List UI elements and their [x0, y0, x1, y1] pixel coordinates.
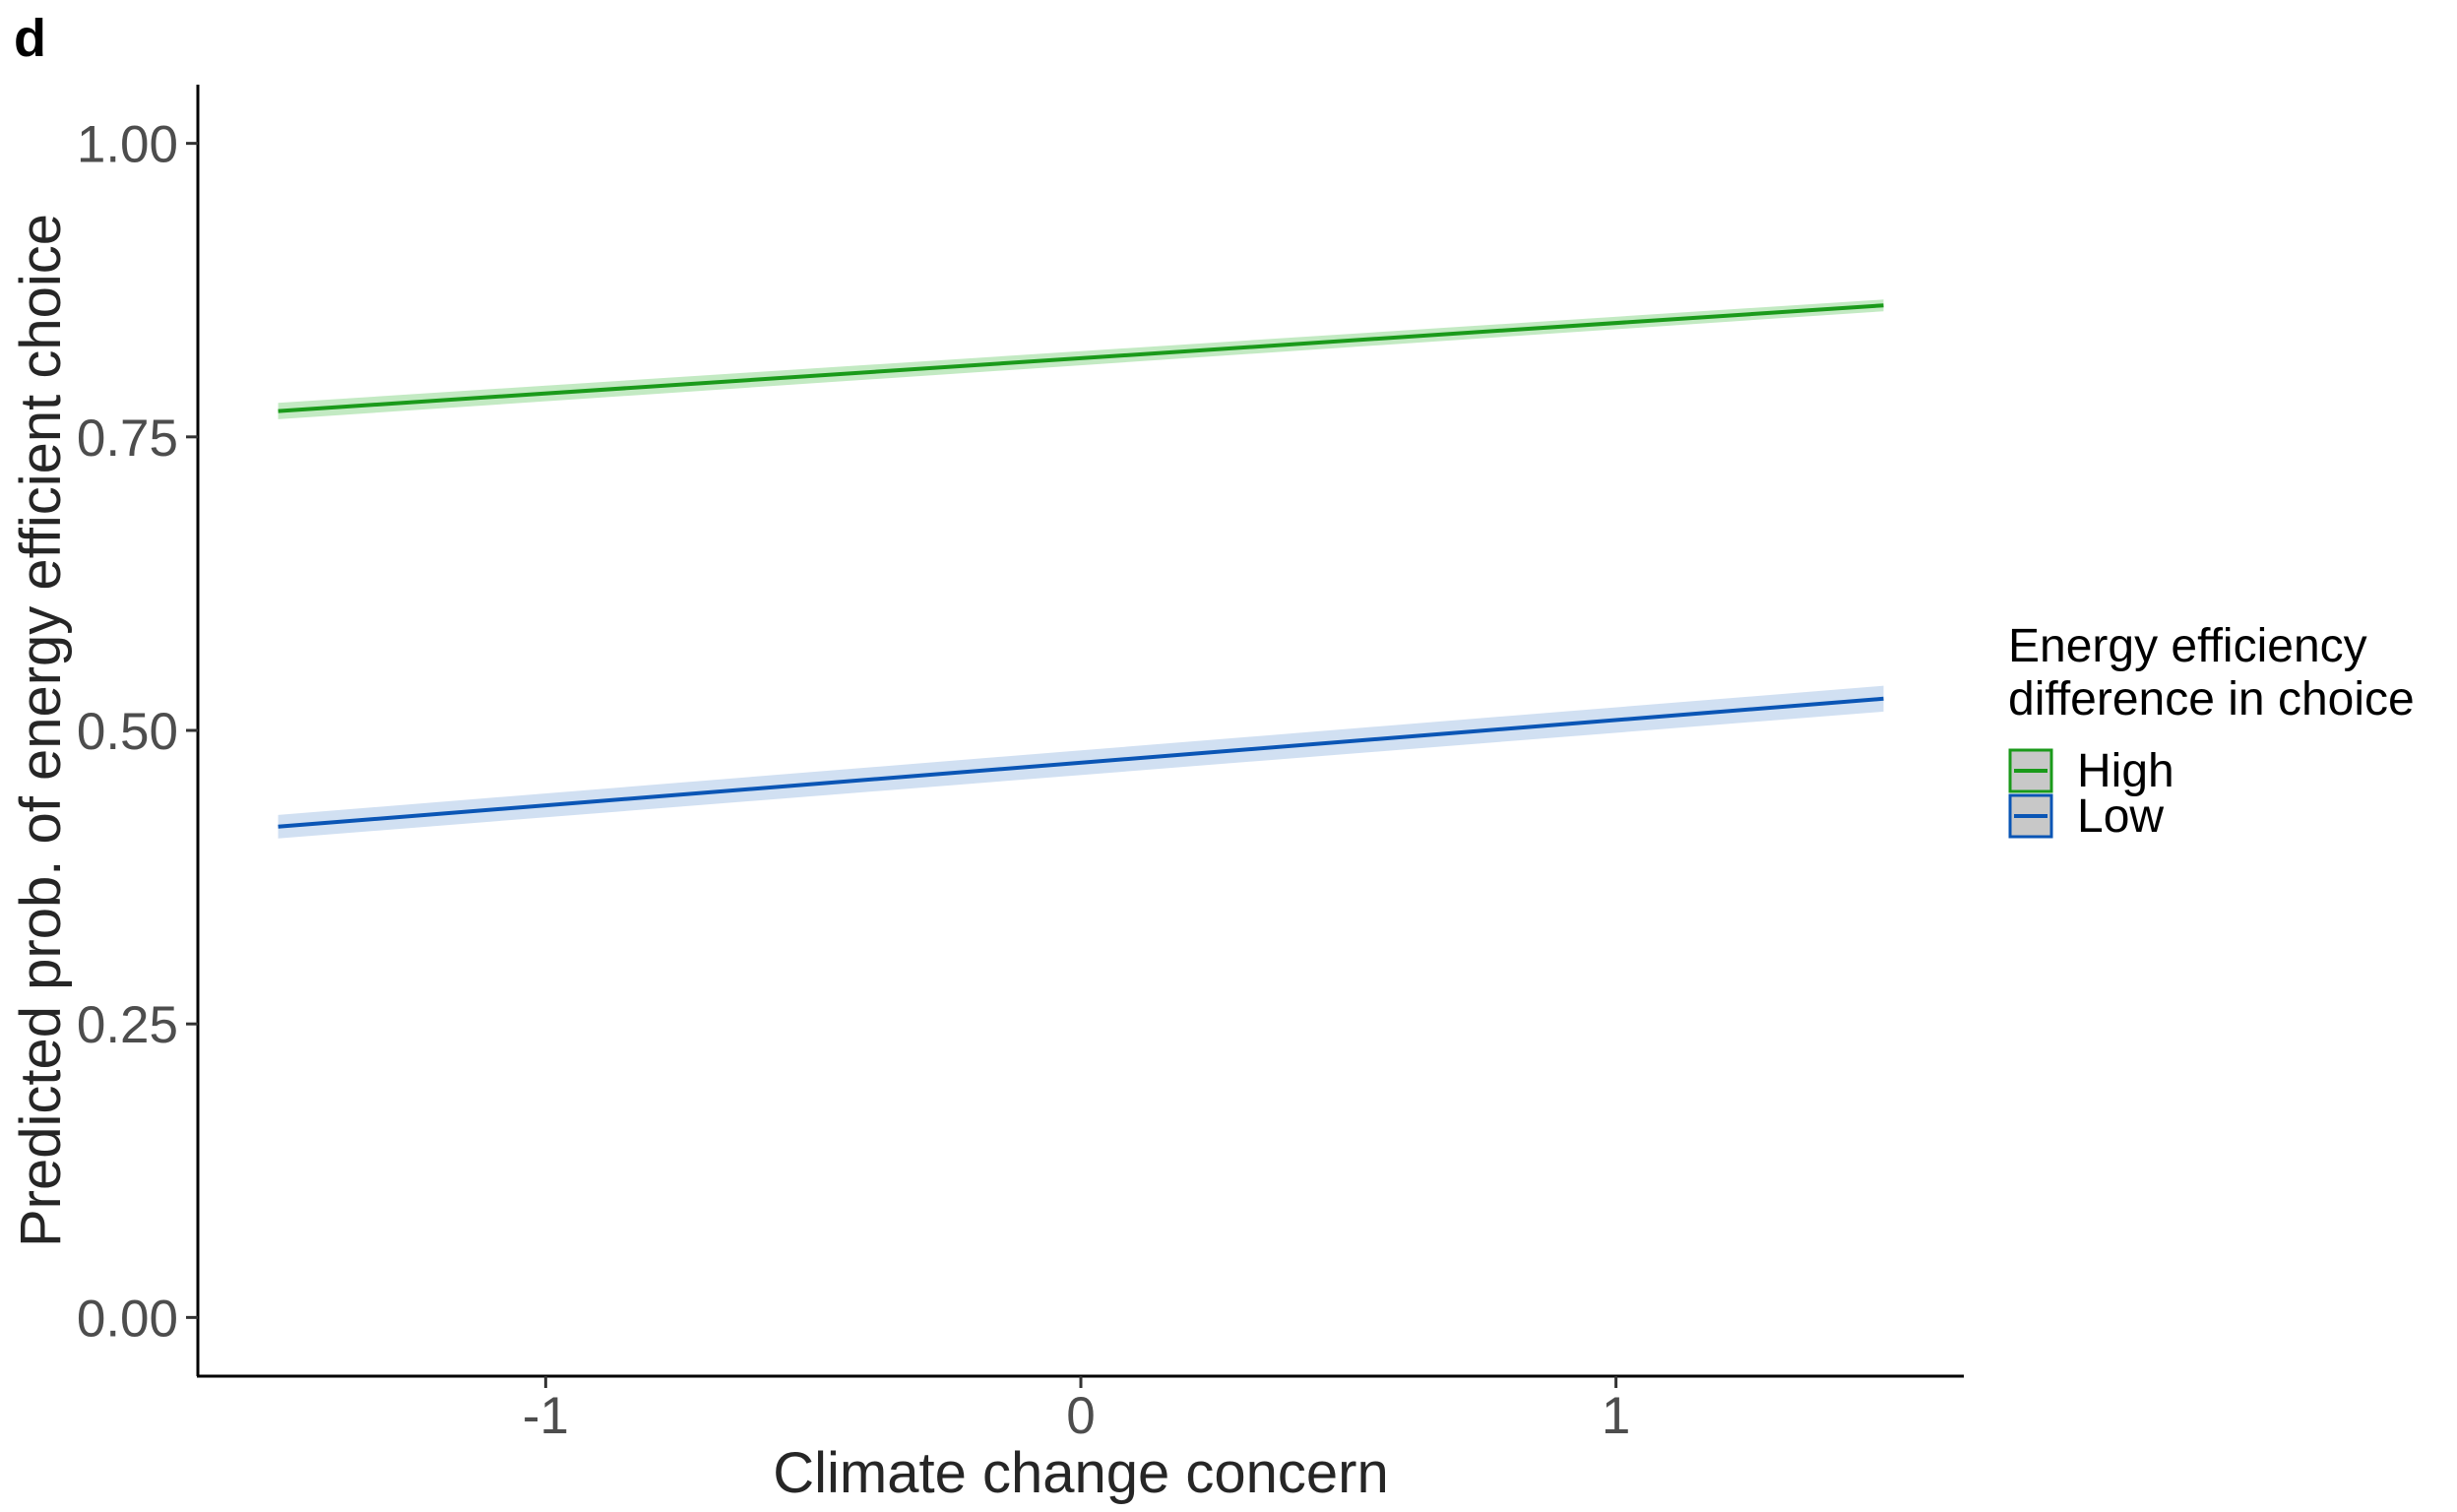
legend-label-high: High: [2077, 745, 2174, 797]
line-high: [278, 303, 1884, 413]
legend-item-high: High: [2008, 745, 2174, 797]
x-axis-title: Climate change concern: [773, 1441, 1388, 1505]
x-axis-ticks: -1 0 1: [523, 1376, 1630, 1445]
legend-item-low: Low: [2008, 790, 2164, 843]
confidence-ribbons: [278, 299, 1884, 839]
x-tick-label: -1: [523, 1387, 569, 1445]
x-tick-label: 1: [1602, 1387, 1630, 1445]
y-axis-title: Predicted prob. of energy efficient choi…: [9, 214, 73, 1247]
legend-title-line-1: Energy efficiency: [2008, 620, 2367, 672]
y-tick-label: 0.75: [77, 410, 178, 468]
line-low: [278, 696, 1884, 829]
y-axis-ticks: 0.00 0.25 0.50 0.75 1.00: [77, 116, 198, 1348]
y-tick-label: 0.00: [77, 1290, 178, 1348]
series-lines: [278, 303, 1884, 829]
legend: Energy efficiency difference in choice H…: [2008, 620, 2415, 843]
legend-label-low: Low: [2077, 790, 2164, 843]
y-tick-label: 0.25: [77, 996, 178, 1054]
panel-label: d: [14, 9, 46, 68]
legend-title-line-2: difference in choice: [2008, 673, 2415, 725]
y-tick-label: 1.00: [77, 116, 178, 174]
y-tick-label: 0.50: [77, 703, 178, 761]
x-tick-label: 0: [1066, 1387, 1095, 1445]
